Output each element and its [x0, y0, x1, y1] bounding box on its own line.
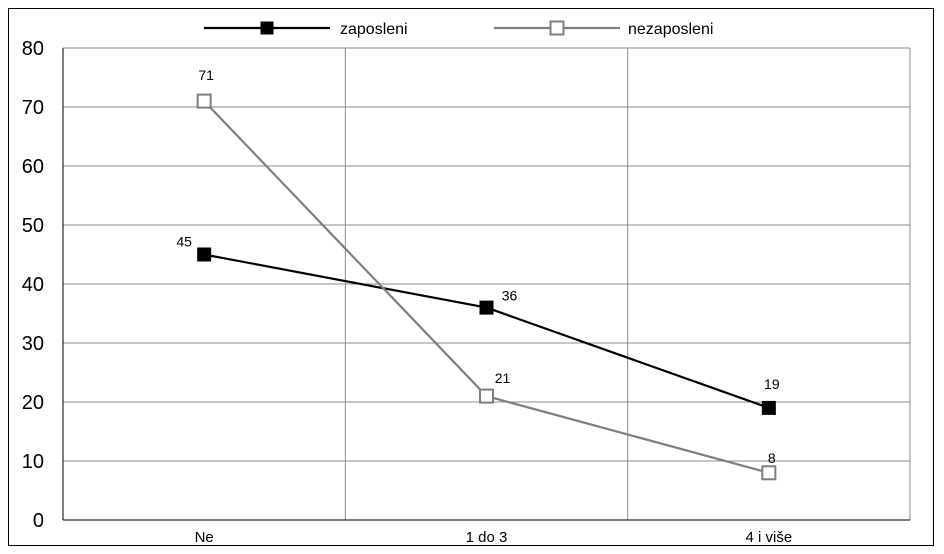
- data-point-nezaposleni: [196, 93, 212, 109]
- y-tick-label: 0: [33, 510, 44, 532]
- data-label: 8: [768, 450, 776, 466]
- data-label: 45: [176, 234, 192, 250]
- x-tick-label: Ne: [195, 529, 214, 546]
- data-label: 36: [502, 288, 518, 304]
- y-tick-label: 30: [22, 333, 44, 355]
- legend-marker-nezaposleni: [549, 20, 565, 36]
- legend-marker-zaposleni: [260, 21, 274, 35]
- y-tick-label: 80: [22, 38, 44, 60]
- y-tick-label: 70: [22, 97, 44, 119]
- data-point-zaposleni: [479, 300, 494, 315]
- legend-label-zaposleni: zaposleni: [340, 21, 408, 38]
- y-tick-label: 60: [22, 156, 44, 178]
- series-line-zaposleni: [203, 253, 770, 409]
- data-point-nezaposleni: [479, 388, 494, 404]
- chart-frame: [8, 8, 934, 546]
- data-label: 21: [495, 370, 511, 386]
- data-label: 19: [764, 376, 780, 392]
- x-tick-label: 1 do 3: [466, 529, 508, 546]
- series-line-nezaposleni: [203, 100, 770, 474]
- data-point-nezaposleni: [761, 465, 777, 481]
- x-tick-label: 4 i više: [745, 529, 792, 546]
- y-tick-label: 40: [22, 274, 44, 296]
- data-point-zaposleni: [761, 400, 776, 415]
- data-point-zaposleni: [197, 247, 212, 262]
- y-tick-label: 20: [22, 392, 44, 414]
- y-tick-label: 50: [22, 215, 44, 237]
- data-label: 71: [198, 67, 214, 83]
- legend-label-nezaposleni: nezaposleni: [628, 21, 713, 38]
- y-tick-label: 10: [22, 451, 44, 473]
